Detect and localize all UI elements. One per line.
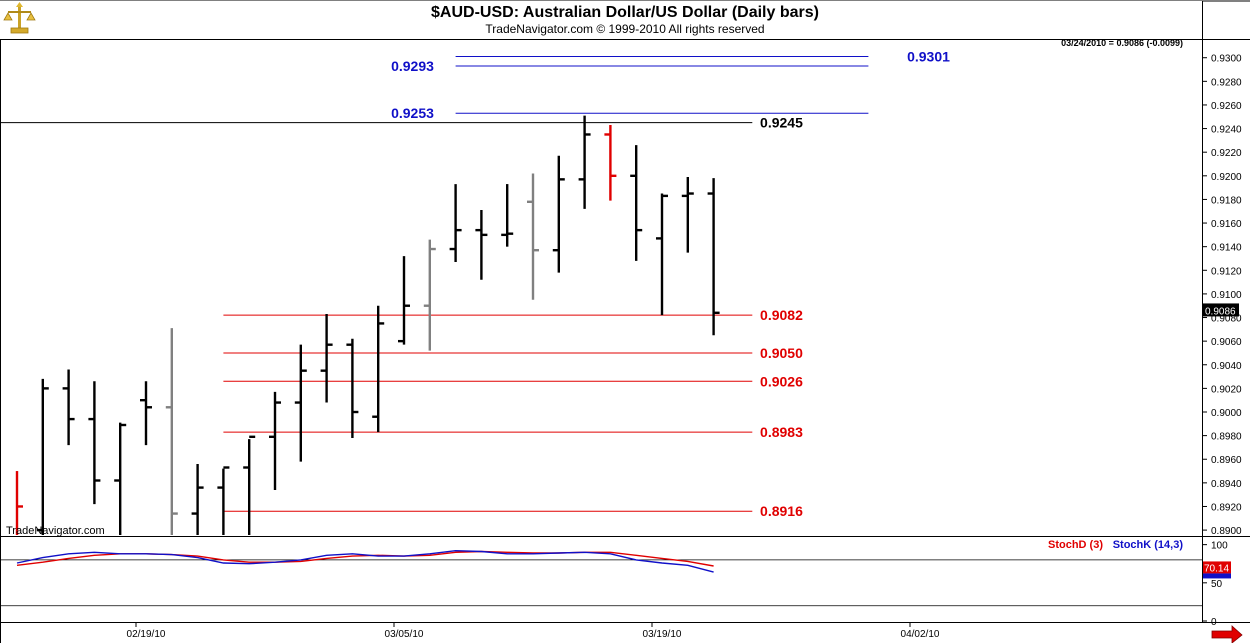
ohlc-bars [15,115,720,535]
ohlc-bar [165,328,178,535]
ohlc-bar [527,173,539,300]
ohlc-bar [294,344,307,462]
price-tick-label: 0.9200 [1211,172,1242,183]
price-tick-label: 0.9300 [1211,54,1242,65]
ohlc-bar [578,115,591,209]
ohlc-bar [475,210,488,280]
red-arrow-right-icon[interactable] [1211,625,1243,643]
price-tick-label: 0.9180 [1211,195,1242,206]
price-tick-label: 0.8900 [1211,526,1242,537]
stochastic-panel: 100 50 0 70.14 [0,541,1231,628]
stoch-tick-label: 0 [1211,617,1217,628]
ohlc-bar [346,338,359,438]
stochd-legend: StochD (3) [1048,539,1103,551]
ohlc-bar [62,369,75,446]
level-label: 0.9082 [760,307,803,323]
ohlc-bar [630,145,643,261]
ohlc-bar [372,305,385,433]
stoch-tick-label: 50 [1211,579,1223,590]
ohlc-bar [398,256,410,345]
price-tick-label: 0.9000 [1211,408,1242,419]
level-label: 0.8983 [760,424,803,440]
price-tick-label: 0.9100 [1211,290,1242,301]
ohlc-bar [707,178,720,336]
ohlc-bar [88,381,101,505]
ohlc-bar [269,391,281,490]
date-tick-label: 03/05/10 [385,629,424,640]
ohlc-bar [114,422,127,535]
chart-subtitle: TradeNavigator.com © 1999-2010 All right… [485,22,764,36]
ohlc-bar [501,184,514,247]
support-resistance-levels: 0.9301 0.9293 0.9253 0.9245 0.9082 0.9050 0.90… [0,49,950,519]
price-tick-label: 0.9020 [1211,384,1242,395]
price-tick-label: 0.9260 [1211,101,1242,112]
level-label: 0.9253 [391,105,434,121]
price-tick-label: 0.9240 [1211,125,1242,136]
stochk-legend: StochK (14,3) [1113,539,1184,551]
date-tick-label: 02/19/10 [127,629,166,640]
price-tick-label: 0.9080 [1211,314,1242,325]
last-price-box [1203,303,1239,317]
price-tick-label: 0.8940 [1211,479,1242,490]
level-label: 0.8916 [760,503,803,519]
price-tick-label: 0.8960 [1211,455,1242,466]
stoch-tick-label: 100 [1211,541,1228,552]
level-label: 0.9301 [907,49,950,65]
level-label: 0.9293 [391,58,434,74]
stoch-last-box-k [1203,573,1231,579]
ohlc-bar [604,125,617,201]
ohlc-bar [552,155,565,273]
ohlc-bar [423,239,436,351]
date-tick-label: 04/02/10 [901,629,940,640]
last-quote-readout: 03/24/2010 = 0.9086 (-0.0099) [1061,38,1183,48]
watermark: TradeNavigator.com [6,525,105,537]
chart-title: $AUD-USD: Australian Dollar/US Dollar (D… [431,4,819,21]
date-axis: 02/19/10 03/05/10 03/19/10 04/02/10 [127,622,940,640]
price-tick-label: 0.9040 [1211,361,1242,372]
gold-scale-icon[interactable] [3,2,36,34]
ohlc-bar [656,193,668,316]
ohlc-bar [320,313,333,403]
header-area [0,1,1202,39]
ohlc-bar [36,378,49,535]
stoch-last-box [1203,561,1231,574]
last-price-marker: 0.9086 [1203,303,1239,317]
level-label: 0.9050 [760,345,803,361]
stochk-line [16,549,714,573]
price-tick-label: 0.8980 [1211,432,1242,443]
date-tick-label: 03/19/10 [643,629,682,640]
price-tick-label: 0.9220 [1211,148,1242,159]
ohlc-bar [681,176,694,253]
ohlc-bar [15,471,23,535]
price-tick-label: 0.9160 [1211,219,1242,230]
price-tick-label: 0.9060 [1211,337,1242,348]
ohlc-bar [217,466,230,535]
last-price-label: 0.9086 [1205,306,1236,317]
price-axis: 0.9300 0.9280 0.9260 0.9240 0.9220 0.9200 0.91… [1202,54,1242,537]
price-tick-label: 0.9120 [1211,266,1242,277]
ohlc-bar [449,184,462,263]
stoch-last-label: 70.14 [1204,563,1229,574]
price-tick-label: 0.9280 [1211,77,1242,88]
level-label: 0.9026 [760,373,803,389]
price-tick-label: 0.8920 [1211,502,1242,513]
level-label: 0.9245 [760,115,803,131]
ohlc-bar [140,381,152,446]
price-tick-label: 0.9140 [1211,243,1242,254]
ohlc-bar [243,435,256,535]
ohlc-bar [191,463,204,535]
